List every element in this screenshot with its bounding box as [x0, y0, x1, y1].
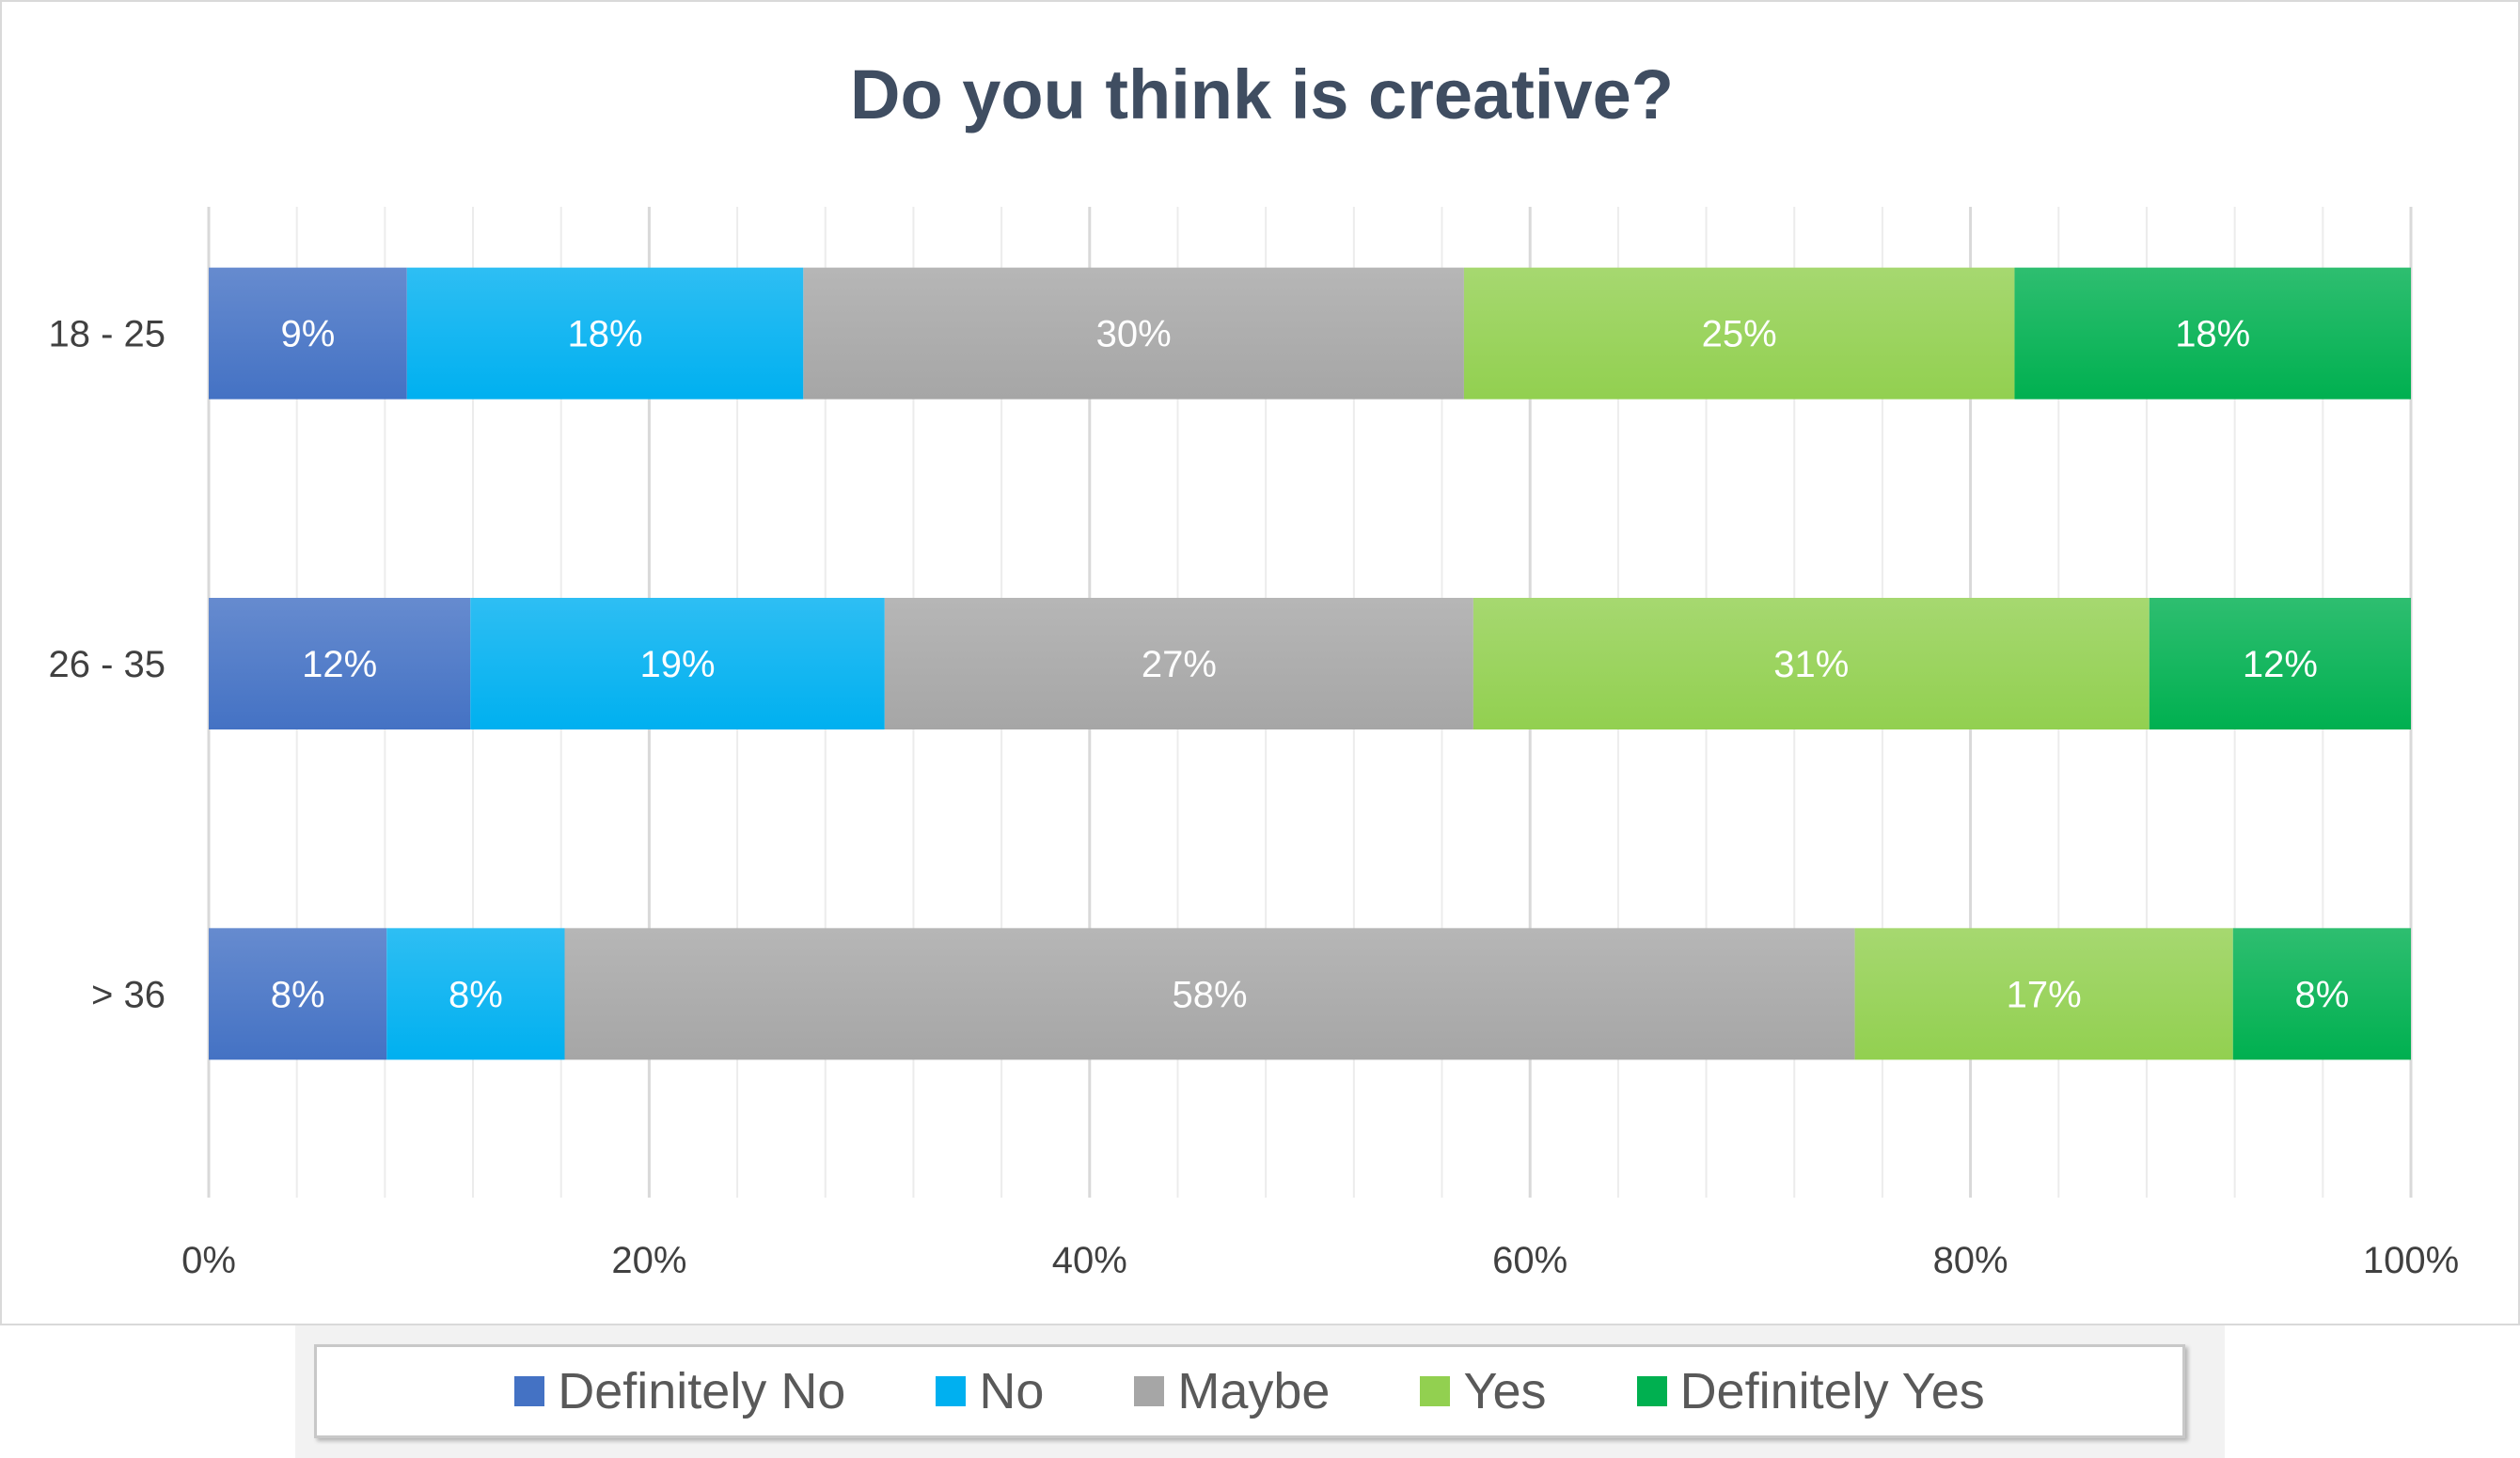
legend: Definitely No No Maybe Yes Definitely Yes	[314, 1344, 2185, 1438]
legend-swatch	[514, 1376, 545, 1406]
data-label: 18%	[2175, 314, 2250, 355]
y-tick-label: 26 - 35	[48, 644, 165, 685]
data-label: 9%	[280, 314, 335, 355]
bar-segment	[209, 267, 407, 400]
x-tick-label: 100%	[2363, 1240, 2459, 1281]
legend-item: No	[936, 1362, 1044, 1420]
bar-segment	[209, 598, 471, 729]
bar-segment	[406, 267, 804, 400]
x-tick-label: 80%	[1933, 1240, 2008, 1281]
bar-segment	[1473, 598, 2150, 729]
data-label: 8%	[271, 974, 325, 1015]
legend-swatch	[936, 1376, 967, 1406]
x-tick-label: 40%	[1052, 1240, 1127, 1281]
bar-segment	[564, 928, 1855, 1060]
y-tick-label: 18 - 25	[48, 314, 165, 355]
bar-row: 9% 18% 30% 25% 18%	[209, 267, 2411, 400]
data-label: 19%	[640, 644, 716, 685]
legend-item: Definitely Yes	[1636, 1362, 1985, 1420]
bar-segment	[884, 598, 1473, 729]
legend-label: Definitely Yes	[1679, 1363, 1985, 1419]
data-label: 18%	[568, 314, 643, 355]
bar-segment	[1463, 267, 2015, 400]
legend-label: Yes	[1463, 1363, 1547, 1419]
legend-label: Definitely No	[558, 1363, 846, 1419]
data-label: 31%	[1773, 644, 1849, 685]
legend-swatch	[1134, 1376, 1165, 1406]
legend-label: No	[979, 1363, 1045, 1419]
data-label: 12%	[2243, 644, 2318, 685]
stacked-bar-chart: Do you think is creative? 9% 18% 30% 25% 18%…	[48, 55, 2459, 1281]
y-axis-tick-labels: 18 - 25 26 - 35 > 36	[48, 314, 165, 1016]
bar-row: 12% 19% 27% 31% 12%	[209, 598, 2411, 729]
data-label: 8%	[2294, 974, 2349, 1015]
bar-segment	[386, 928, 565, 1060]
bar-segment	[1854, 928, 2233, 1060]
data-label: 17%	[2007, 974, 2082, 1015]
x-tick-label: 60%	[1492, 1240, 1567, 1281]
data-label: 30%	[1096, 314, 1172, 355]
legend-swatch	[1636, 1376, 1667, 1406]
bar-segment	[2232, 928, 2411, 1060]
bar-segment	[2149, 598, 2411, 729]
x-axis-tick-labels: 0% 20% 40% 60% 80% 100%	[181, 1240, 2459, 1281]
chart-frame: Do you think is creative? 9% 18% 30% 25% 18%…	[0, 0, 2520, 1325]
chart-title: Do you think is creative?	[850, 55, 1674, 133]
bar-segment	[470, 598, 885, 729]
legend-swatch	[1420, 1376, 1451, 1406]
y-tick-label: > 36	[91, 974, 165, 1015]
bar-segment	[803, 267, 1464, 400]
data-label: 58%	[1173, 974, 1248, 1015]
bar-segment	[209, 928, 387, 1060]
bar-row: 8% 8% 58% 17% 8%	[209, 928, 2411, 1060]
bars: 9% 18% 30% 25% 18%12% 19% 27% 31% 12%8% 8% 58% 17% 8…	[209, 267, 2411, 1060]
x-tick-label: 0%	[181, 1240, 236, 1281]
bar-segment	[2014, 267, 2411, 400]
x-tick-label: 20%	[611, 1240, 686, 1281]
legend-item: Yes	[1420, 1362, 1547, 1420]
data-label: 12%	[302, 644, 377, 685]
data-label: 27%	[1142, 644, 1217, 685]
legend-item: Definitely No	[514, 1362, 845, 1420]
legend-label: Maybe	[1177, 1363, 1331, 1419]
legend-panel: Definitely No No Maybe Yes Definitely Yes	[295, 1325, 2225, 1458]
data-label: 8%	[449, 974, 503, 1015]
legend-item: Maybe	[1134, 1362, 1330, 1420]
data-label: 25%	[1702, 314, 1777, 355]
